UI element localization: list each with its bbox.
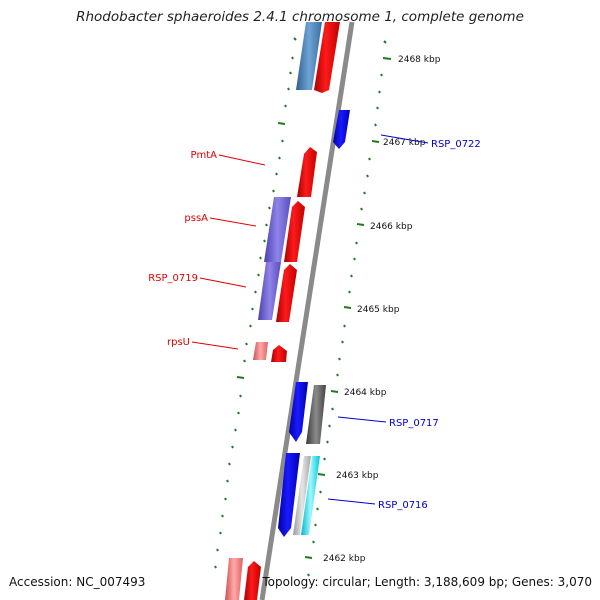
gene-steel-top[interactable] bbox=[296, 22, 322, 90]
label-leaders bbox=[191, 134, 429, 505]
tick-labels: 2468 kbp 2467 kbp 2466 kbp 2465 kbp 2464… bbox=[323, 55, 441, 564]
genome-summary-text: Topology: circular; Length: 3,188,609 bp… bbox=[262, 575, 592, 589]
tick-label-2466: 2466 kbp bbox=[370, 222, 413, 232]
tick-label-2462: 2462 kbp bbox=[323, 554, 366, 564]
label-pmta[interactable]: PmtA bbox=[190, 150, 217, 161]
gene-gray-rsp0717[interactable] bbox=[306, 385, 326, 444]
gene-red-rsp0719[interactable] bbox=[276, 264, 297, 322]
tick-label-2467: 2467 kbp bbox=[383, 138, 426, 148]
gene-red-small[interactable] bbox=[271, 345, 287, 362]
gene-labels: PmtA pssA RSP_0719 rpsU RSP_0722 RSP_071… bbox=[148, 139, 481, 511]
tick-label-2464: 2464 kbp bbox=[344, 388, 387, 398]
gene-blue-rsp0717[interactable] bbox=[289, 382, 308, 442]
gene-red-pssa[interactable] bbox=[284, 201, 305, 262]
gene-cyan-rsp0716[interactable] bbox=[301, 456, 320, 535]
outer-ring-ticks bbox=[304, 40, 392, 577]
gene-red-top[interactable] bbox=[314, 22, 340, 93]
label-rsp0716[interactable]: RSP_0716 bbox=[378, 500, 428, 511]
gene-blue-rsp0722[interactable] bbox=[333, 110, 350, 149]
reverse-genes bbox=[225, 197, 326, 600]
gene-purple-rsp0719[interactable] bbox=[258, 262, 281, 320]
forward-genes bbox=[244, 22, 350, 600]
label-rpsu[interactable]: rpsU bbox=[167, 337, 190, 348]
genome-backbone bbox=[259, 21, 355, 600]
label-rsp0722[interactable]: RSP_0722 bbox=[431, 139, 481, 150]
gene-lightgray-rsp0716[interactable] bbox=[293, 456, 311, 535]
accession-text: Accession: NC_007493 bbox=[9, 575, 146, 589]
gene-purple-pssa[interactable] bbox=[264, 197, 291, 262]
tick-label-2465: 2465 kbp bbox=[357, 305, 400, 315]
tick-label-2468: 2468 kbp bbox=[398, 55, 441, 65]
label-rsp0717[interactable]: RSP_0717 bbox=[389, 418, 439, 429]
label-rsp0719[interactable]: RSP_0719 bbox=[148, 273, 198, 284]
inner-ring-marks bbox=[214, 37, 297, 569]
map-title: Rhodobacter sphaeroides 2.4.1 chromosome… bbox=[76, 9, 524, 25]
gene-red-pmta[interactable] bbox=[297, 147, 317, 197]
gene-blue-rsp0716[interactable] bbox=[278, 453, 300, 537]
label-pssa[interactable]: pssA bbox=[184, 213, 208, 224]
gene-red-bottom[interactable] bbox=[244, 561, 261, 600]
tick-label-2463: 2463 kbp bbox=[336, 471, 379, 481]
gene-pink-bottom[interactable] bbox=[225, 558, 243, 600]
gene-pink-rpsu[interactable] bbox=[253, 342, 268, 360]
